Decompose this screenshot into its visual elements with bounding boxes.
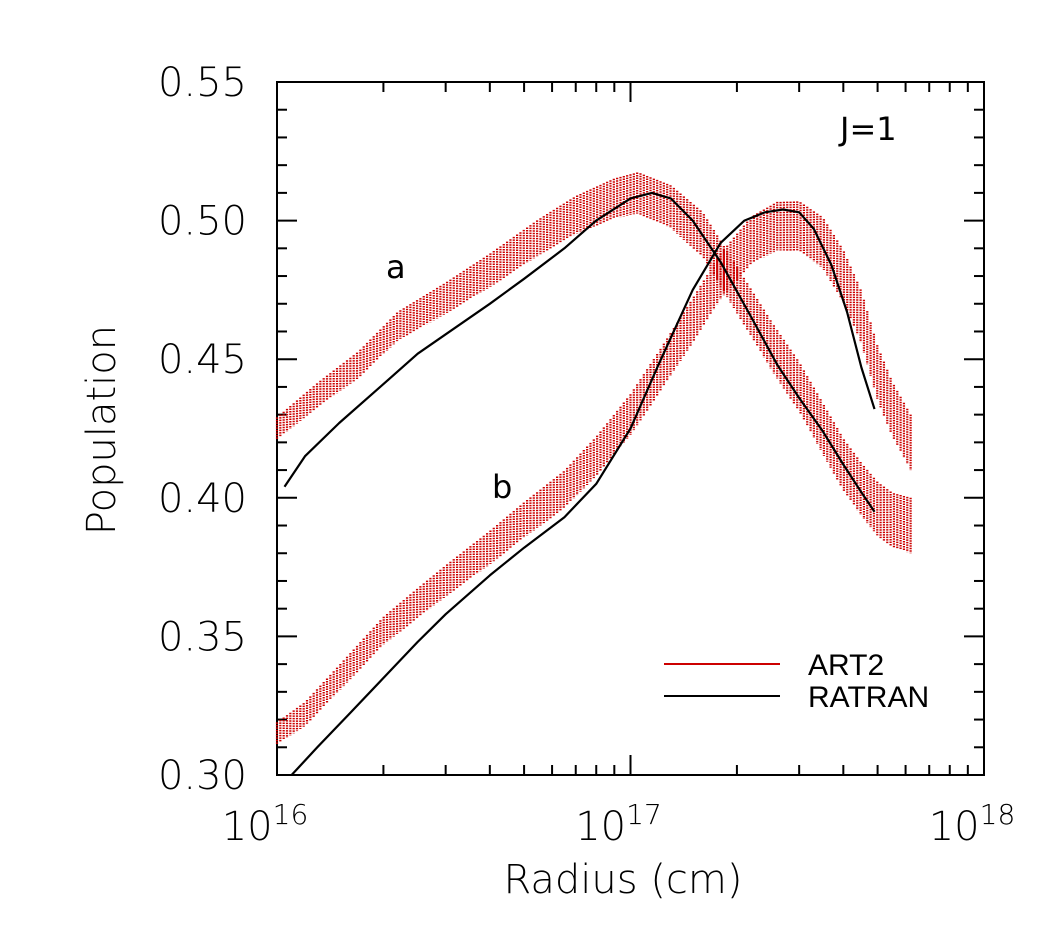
axis-tick-labels: 0.30 0.35 0.40 0.45 0.50 0.55 1016 1017 1018	[158, 60, 1015, 850]
annotation-b: b	[492, 468, 512, 506]
legend-art2-label: ART2	[808, 649, 884, 682]
ratran-series	[283, 191, 876, 776]
y-tick-label: 0.35	[158, 614, 247, 660]
x-axis-title: Radius (cm)	[503, 857, 742, 903]
axis-ticks	[276, 81, 984, 776]
y-tick-label: 0.40	[158, 476, 247, 522]
annotation-a: a	[386, 248, 406, 286]
y-axis-title: Population	[79, 325, 125, 535]
x-tick-label: 1016	[222, 798, 309, 850]
y-tick-label: 0.50	[158, 199, 247, 245]
ratran-curve-a	[283, 191, 876, 513]
legend: ART2 RATRAN	[664, 649, 929, 714]
annotation-j1: J=1	[838, 110, 897, 148]
y-tick-label: 0.55	[158, 60, 247, 106]
x-tick-label: 1017	[575, 798, 662, 850]
x-tick-label: 1018	[929, 798, 1016, 850]
ratran-curve-b	[290, 208, 876, 776]
y-tick-label: 0.30	[158, 753, 247, 799]
legend-ratran-label: RATRAN	[808, 681, 929, 714]
y-tick-label: 0.45	[158, 337, 247, 383]
